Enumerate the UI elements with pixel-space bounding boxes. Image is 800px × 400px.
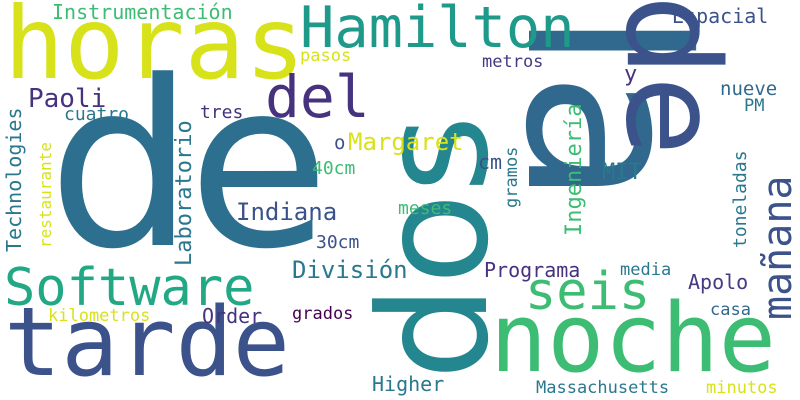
word-del: del <box>265 63 370 131</box>
word-casa: casa <box>710 300 751 320</box>
word-toneladas: toneladas <box>730 150 751 248</box>
word-kilometros: kilometros <box>48 306 151 326</box>
word-pm: PM <box>744 96 765 116</box>
word-software: Software <box>4 258 255 318</box>
word-grados: grados <box>292 304 354 324</box>
word-y: y <box>624 62 638 87</box>
word-espacial: Espacial <box>672 4 769 28</box>
word-tarde: tarde <box>4 288 290 398</box>
word-mit: MIT <box>602 160 642 185</box>
word-cuatro: cuatro <box>64 104 130 125</box>
word-order: Order <box>202 304 263 328</box>
word-nueve: nueve <box>720 78 778 100</box>
word-restaurante: restaurante <box>36 142 55 248</box>
word-meses: meses <box>398 198 453 219</box>
word-seis: seis <box>525 262 651 322</box>
word-cm: cm <box>478 150 503 174</box>
word-higher: Higher <box>372 372 445 396</box>
word-hamilton: Hamilton <box>300 0 575 61</box>
word-minutos: minutos <box>706 378 778 398</box>
word-gramos: gramos <box>502 146 522 208</box>
word-ingenieria: Ingeniería <box>562 103 587 236</box>
word-noche: noche <box>490 284 776 394</box>
word-programa: Programa <box>484 258 581 282</box>
word-technologies: Technologies <box>2 107 26 253</box>
word-tres: tres <box>200 102 244 123</box>
word-instrumentacion: Instrumentación <box>52 0 233 24</box>
word-horas: horas <box>4 0 306 102</box>
word-o: o <box>334 132 346 154</box>
word-division: División <box>292 256 408 284</box>
word-margaret: Margaret <box>348 128 464 156</box>
word-paoli: Paoli <box>28 84 107 114</box>
word-laboratorio: Laboratorio <box>172 120 197 266</box>
word-media: media <box>620 260 672 280</box>
word-pasos: pasos <box>300 46 352 66</box>
word-apolo: Apolo <box>688 270 749 294</box>
word-massachusetts: Massachusetts <box>536 378 670 398</box>
word-metros: metros <box>482 52 544 72</box>
word-de: de <box>48 33 329 300</box>
word-30cm: 30cm <box>316 232 360 253</box>
word-40cm: 40cm <box>312 158 356 179</box>
word-indiana: Indiana <box>236 198 338 226</box>
word-manana: mañana <box>755 175 800 321</box>
